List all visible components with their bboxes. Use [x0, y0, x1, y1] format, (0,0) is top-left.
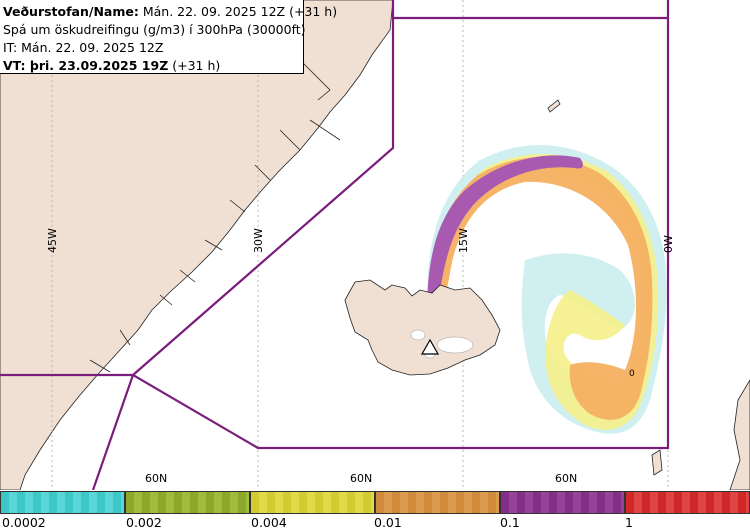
norway-coast — [729, 379, 750, 490]
lon-label-45w: 45W — [46, 228, 59, 253]
peak-marker: 0 — [629, 369, 635, 379]
concentration-legend: 0.0002 0.002 0.004 0.01 0.1 1 — [0, 490, 750, 532]
iceland-landmass — [344, 279, 501, 376]
legend-tick-1: 0.0002 — [2, 515, 46, 530]
greenland-fjords — [89, 59, 341, 373]
legend-tick-4: 0.01 — [374, 515, 402, 530]
greenland-landmass — [0, 0, 394, 490]
info-line-4: VT: þri. 23.09.2025 19Z (+31 h) — [3, 57, 303, 75]
plume-purple — [427, 155, 583, 334]
shetland — [651, 449, 663, 476]
lon-label-30w: 30W — [252, 228, 265, 253]
legend-tick-6: 1 — [625, 515, 633, 530]
legend-swatch-1 — [0, 491, 125, 514]
lat-label-1: 60N — [145, 472, 167, 485]
legend-swatch-6 — [625, 491, 750, 514]
legend-swatch-5 — [500, 491, 625, 514]
legend-swatch-4 — [375, 491, 500, 514]
lat-label-2: 60N — [350, 472, 372, 485]
legend-swatch-2 — [125, 491, 250, 514]
jan-mayen — [547, 99, 561, 113]
plume-outer-cyan — [427, 145, 667, 434]
legend-tick-2: 0.002 — [126, 515, 162, 530]
info-source-label: Veðurstofan/Name: — [3, 4, 139, 19]
legend-tick-5: 0.1 — [500, 515, 520, 530]
info-run-time: Mán. 22. 09. 2025 12Z (+31 h) — [138, 4, 338, 19]
info-valid-time: VT: þri. 23.09.2025 19Z — [3, 58, 169, 73]
legend-swatch-3 — [250, 491, 375, 514]
info-line-2: Spá um öskudreifingu (g/m3) í 300hPa (30… — [3, 22, 306, 37]
info-line-1: Veðurstofan/Name: Mán. 22. 09. 2025 12Z … — [3, 3, 337, 21]
legend-tick-3: 0.004 — [251, 515, 287, 530]
fir-boundary — [0, 0, 670, 490]
volcano-warning-icon — [420, 338, 440, 355]
ash-plume — [427, 145, 667, 434]
ash-forecast-map: 45W 30W 15W 0W 60N 60N 60N 0 — [0, 0, 750, 490]
lon-label-15w: 15W — [457, 228, 470, 253]
info-lead-time: (+31 h) — [168, 58, 221, 73]
forecast-info-box: Veðurstofan/Name: Mán. 22. 09. 2025 12Z … — [0, 0, 337, 75]
lon-label-0w: 0W — [662, 235, 675, 253]
lat-label-3: 60N — [555, 472, 577, 485]
info-line-3: IT: Mán. 22. 09. 2025 12Z — [3, 40, 164, 55]
plume-orange — [429, 157, 653, 420]
